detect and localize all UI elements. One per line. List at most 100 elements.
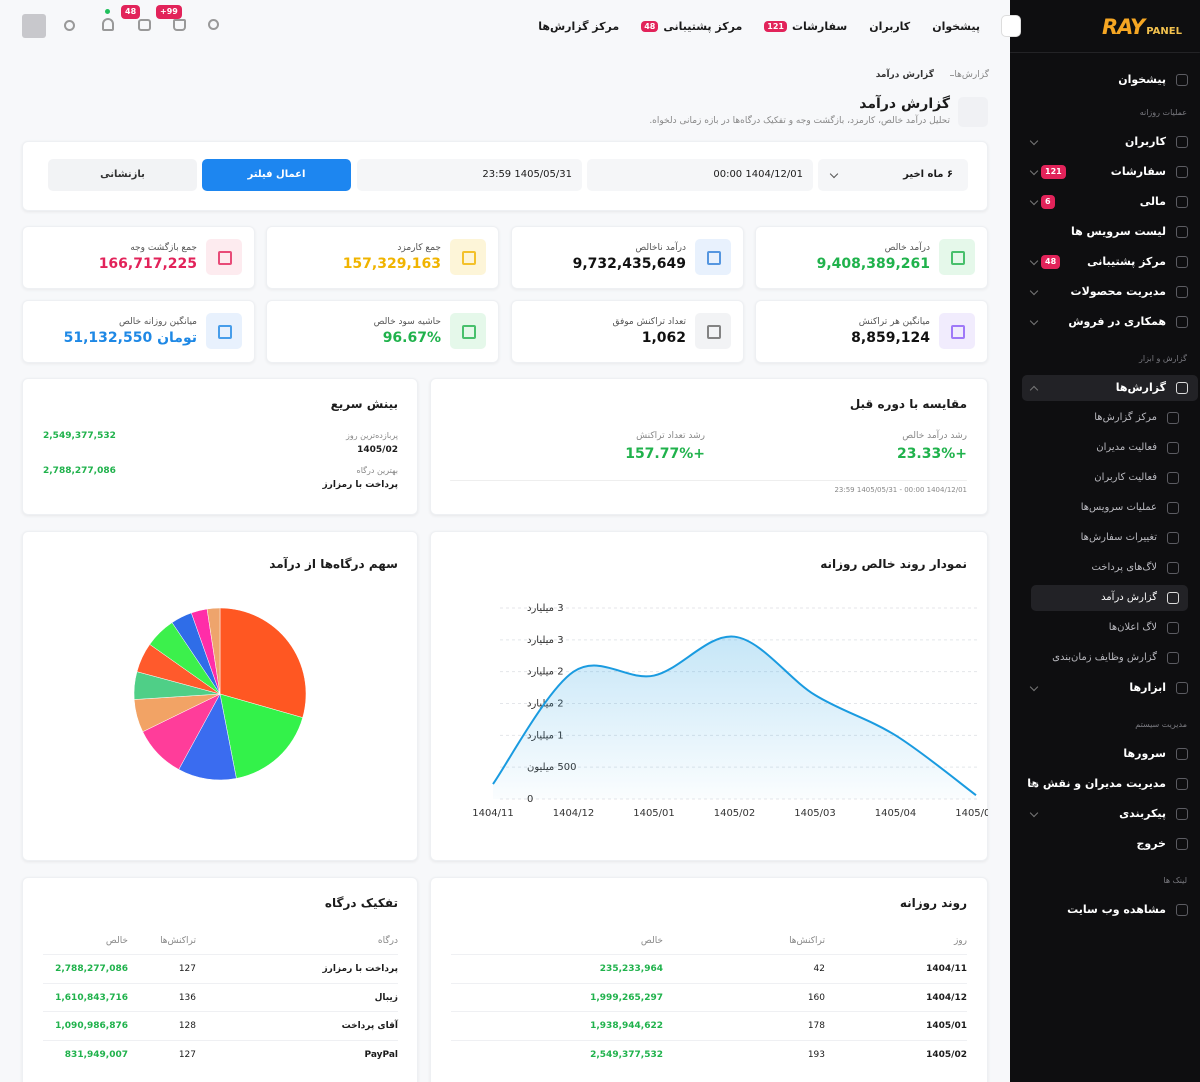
item-icon xyxy=(1176,778,1188,790)
sidebar-toggle[interactable] xyxy=(1001,15,1021,37)
search-icon[interactable] xyxy=(208,19,219,30)
bell-icon[interactable] xyxy=(102,18,114,31)
stat-icon xyxy=(450,239,486,275)
sidebar-item[interactable]: ابزارها xyxy=(1129,681,1166,694)
table-cell: 136 xyxy=(178,992,196,1003)
sidebar-subitem[interactable]: گزارش وظایف زمان‌بندی xyxy=(1052,652,1157,663)
item-icon xyxy=(1167,442,1179,454)
table-cell: 1,999,265,297 xyxy=(590,992,663,1003)
sidebar-item[interactable]: گزارش‌ها xyxy=(1115,381,1166,394)
stat-label: درآمد ناخالص xyxy=(635,243,686,253)
sidebar-item[interactable]: مدیریت مدیران و نقش ها xyxy=(1027,777,1166,790)
stat-icon-glyph xyxy=(218,251,232,265)
sidebar-item[interactable]: مرکز پشتیبانی xyxy=(1087,255,1166,268)
insight-amount: 2,549,377,532 xyxy=(43,431,116,441)
sidebar-subitem[interactable]: تغییرات سفارش‌ها xyxy=(1080,532,1157,543)
stat-icon-glyph xyxy=(707,325,721,339)
item-icon xyxy=(1176,196,1188,208)
gateway-table-card xyxy=(22,877,418,1082)
back-button[interactable] xyxy=(958,97,988,127)
area xyxy=(493,636,976,799)
y-tick-label: 3 میلیارد xyxy=(527,635,564,646)
apply-label[interactable]: اعمال فیلتر xyxy=(247,169,306,180)
chat-icon[interactable] xyxy=(138,19,151,31)
line xyxy=(492,635,977,796)
metric-label: رشد تعداد تراکنش xyxy=(636,431,705,441)
reset-label[interactable]: بازنشانی xyxy=(100,169,145,180)
sidebar-subitem[interactable]: گزارش درآمد xyxy=(1101,592,1157,603)
sidebar-item[interactable]: سرورها xyxy=(1123,747,1166,760)
cart-icon[interactable] xyxy=(173,19,186,31)
metric-value: +23.33% xyxy=(896,446,967,462)
sidebar-item[interactable]: مدیریت محصولات xyxy=(1070,285,1166,298)
sidebar-item[interactable]: لیست سرویس ها xyxy=(1070,225,1166,238)
sidebar-item[interactable]: مشاهده وب سایت xyxy=(1067,903,1166,916)
sidebar-item[interactable]: پیشخوان xyxy=(1118,73,1166,86)
insight-amount: 2,788,277,086 xyxy=(43,466,116,476)
from-input[interactable] xyxy=(587,159,813,191)
badge: 48 xyxy=(1041,255,1061,269)
sidebar-section-title: عملیات روزانه xyxy=(1139,108,1187,117)
sidebar-subitem[interactable]: عملیات سرویس‌ها xyxy=(1080,502,1157,513)
sidebar-subitem[interactable]: لاگ اعلان‌ها xyxy=(1108,622,1157,633)
nav-link[interactable]: مرکز پشتیبانی 48 xyxy=(641,20,742,33)
range-value[interactable]: ۶ ماه اخیر xyxy=(903,169,953,180)
nav-link[interactable]: پیشخوان xyxy=(932,20,980,33)
x-tick-label: 1404/12 xyxy=(553,808,595,819)
table-cell: 193 xyxy=(807,1049,825,1060)
nav-label: پیشخوان xyxy=(932,19,980,33)
nav-link[interactable]: مرکز گزارش‌ها xyxy=(538,20,619,33)
row-divider xyxy=(451,982,967,984)
comparison-card xyxy=(430,378,988,515)
stat-value: 166,717,225 xyxy=(98,256,197,272)
badge: 6 xyxy=(1041,195,1055,209)
item-icon xyxy=(1167,532,1179,544)
item-icon xyxy=(1167,622,1179,634)
sidebar-subitem[interactable]: فعالیت مدیران xyxy=(1096,442,1157,453)
stat-icon xyxy=(206,313,242,349)
sidebar-item[interactable]: خروج xyxy=(1136,837,1166,850)
page-subtitle: تحلیل درآمد خالص، کارمزد، بازگشت وجه و ت… xyxy=(649,116,950,126)
sidebar-subitem[interactable]: مرکز گزارش‌ها xyxy=(1094,412,1157,423)
sidebar-subitem[interactable]: فعالیت کاربران xyxy=(1094,472,1157,483)
sidebar-item[interactable]: پیکربندی xyxy=(1119,807,1166,820)
stat-icon-glyph xyxy=(951,325,965,339)
pie-slice xyxy=(206,607,221,695)
to-value[interactable]: 1405/05/31 23:59 xyxy=(482,169,572,180)
item-icon xyxy=(1167,592,1179,604)
x-tick-label: 1405/04 xyxy=(875,808,917,819)
theme-icon[interactable] xyxy=(64,20,75,31)
insight-label: بهترین درگاه xyxy=(356,466,398,475)
sidebar-subitem[interactable]: لاگ‌های پرداخت xyxy=(1091,562,1157,573)
card-title: روند روزانه xyxy=(899,896,967,910)
avatar[interactable] xyxy=(22,14,46,38)
to-input[interactable] xyxy=(357,159,582,191)
reset-button[interactable] xyxy=(48,159,197,191)
table-cell: 1404/12 xyxy=(926,992,967,1003)
from-value[interactable]: 1404/12/01 00:00 xyxy=(713,169,803,180)
stat-icon xyxy=(695,239,731,275)
nav-link[interactable]: کاربران xyxy=(869,20,910,33)
table-cell: PayPal xyxy=(364,1049,398,1060)
nav-label: مرکز پشتیبانی xyxy=(663,19,743,33)
stat-icon-glyph xyxy=(951,251,965,265)
nav-link[interactable]: سفارشات 121 xyxy=(764,20,847,33)
sidebar-item[interactable]: کاربران xyxy=(1125,135,1166,148)
sidebar-item[interactable]: همکاری در فروش xyxy=(1068,315,1166,328)
sidebar-item[interactable]: سفارشات xyxy=(1110,165,1166,178)
range-select[interactable] xyxy=(818,159,968,191)
table-cell: 2,788,277,086 xyxy=(55,964,128,974)
stat-icon-glyph xyxy=(462,251,476,265)
item-icon xyxy=(1167,562,1179,574)
item-icon xyxy=(1176,808,1188,820)
apply-button[interactable] xyxy=(202,159,351,191)
stat-label: جمع بازگشت وجه xyxy=(130,243,197,253)
table-cell: 127 xyxy=(178,1049,196,1060)
table-cell: زیبال xyxy=(374,992,398,1003)
stat-value: 1,062 xyxy=(641,330,686,346)
item-icon xyxy=(1167,412,1179,424)
sidebar-item[interactable]: مالی xyxy=(1139,195,1166,208)
insight-value: پرداخت با رمزارز xyxy=(322,480,398,490)
